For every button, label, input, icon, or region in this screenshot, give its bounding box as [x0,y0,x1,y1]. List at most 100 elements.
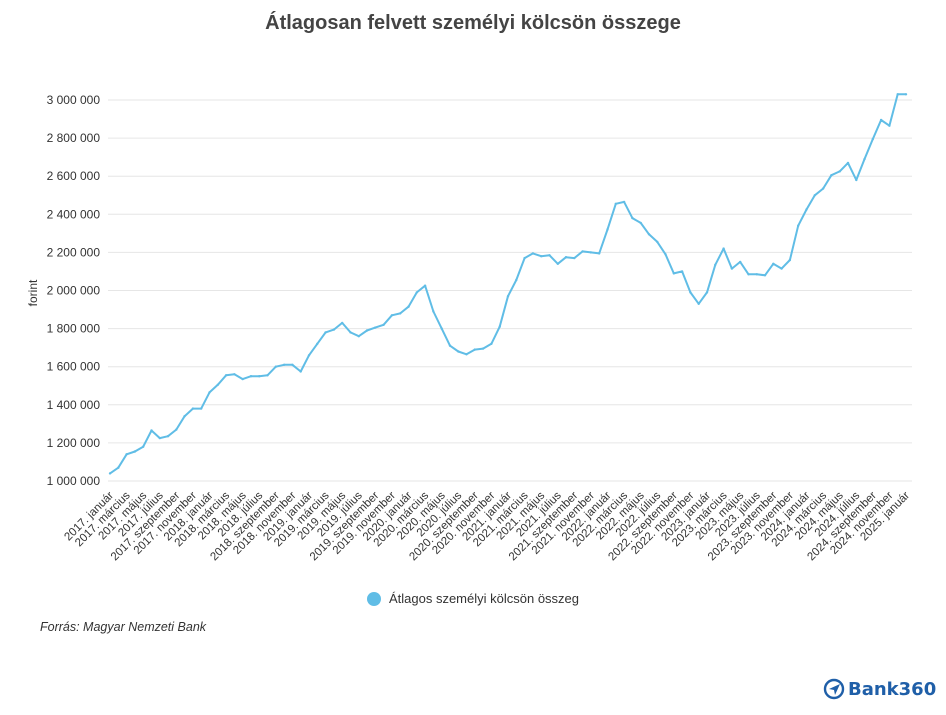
data-point [838,170,841,173]
data-point [871,137,874,141]
data-point [589,251,593,254]
data-point [879,118,883,122]
data-point [515,278,518,282]
data-point [407,305,410,308]
y-tick-label: 3 000 000 [47,93,101,107]
data-point [788,258,792,262]
line-chart: 1 000 000 1 200 000 1 400 000 1 600 000 1 80… [26,93,912,563]
plane-icon [823,678,845,700]
data-point [506,295,510,298]
data-point [282,363,286,366]
data-point [399,312,402,315]
data-point [664,253,667,256]
data-point [349,331,352,334]
data-point [440,327,443,330]
y-axis-label: forint [26,279,40,306]
data-point [755,273,758,276]
data-point [598,252,601,255]
data-point [274,365,277,368]
data-point [656,240,659,244]
data-point [556,262,559,265]
data-point [863,157,866,161]
data-point [606,228,609,231]
data-point [241,377,244,381]
data-point [730,267,734,270]
data-point [697,302,700,305]
data-point [672,272,675,275]
chart-title: Átlagosan felvett személyi kölcsön össze… [265,12,681,34]
data-point [332,328,336,331]
data-point [266,374,269,377]
y-tick-labels: 1 000 000 1 200 000 1 400 000 1 600 000 1 80… [47,93,101,488]
data-point [224,374,228,377]
data-point [382,323,385,326]
data-point [216,383,219,386]
data-point [763,274,767,277]
data-point [830,174,833,177]
data-point [739,260,742,264]
data-point [125,453,128,456]
data-point [258,375,261,378]
y-tick-label: 1 200 000 [47,436,101,450]
data-point [573,256,576,260]
y-tick-label: 2 800 000 [47,131,101,145]
data-point [498,325,501,328]
data-point [191,407,195,410]
data-point [722,247,725,250]
source-note: Forrás: Magyar Nemzeti Bank [40,620,207,634]
data-point [821,187,825,190]
data-point [622,200,626,204]
data-point [208,391,211,394]
brand-logo[interactable]: Bank360 [823,676,936,702]
data-point [465,353,468,356]
data-point [689,291,692,294]
data-point [705,291,709,294]
y-tick-label: 2 200 000 [47,245,101,259]
data-point [357,335,360,338]
y-tick-label: 2 400 000 [47,207,101,221]
data-point [316,342,319,345]
data-point [166,435,170,438]
data-point [714,263,717,266]
data-point [423,284,427,287]
data-point [540,255,543,258]
legend-swatch [366,592,381,606]
series-group [108,93,908,475]
data-point [133,450,137,453]
data-point [548,254,551,257]
y-tick-label: 1 600 000 [47,360,101,374]
data-point [249,375,253,378]
data-point [888,124,891,127]
data-point [639,221,642,225]
data-point [780,267,783,270]
data-point [307,354,311,357]
data-point [457,350,460,353]
data-point [805,208,808,211]
data-point [374,326,377,329]
data-point [448,344,452,347]
data-point [117,466,120,469]
data-point [365,329,369,332]
grid-lines [108,99,912,482]
data-point [680,270,684,273]
series-line [109,93,906,475]
data-point [175,428,178,431]
data-point [490,342,493,345]
data-point [390,314,394,317]
data-point [904,93,908,96]
y-tick-label: 2 600 000 [47,169,101,183]
data-point [200,407,203,410]
data-point [896,93,899,96]
y-tick-label: 1 800 000 [47,322,101,336]
data-point [150,429,153,432]
data-point [564,256,568,259]
data-point [614,202,617,205]
legend: Átlagos személyi kölcsön összeg [0,591,946,606]
data-point [797,224,800,227]
data-point [291,363,294,366]
data-point [523,256,526,260]
y-tick-label: 2 000 000 [47,284,101,298]
y-tick-label: 1 400 000 [47,398,101,412]
data-point [631,216,634,220]
